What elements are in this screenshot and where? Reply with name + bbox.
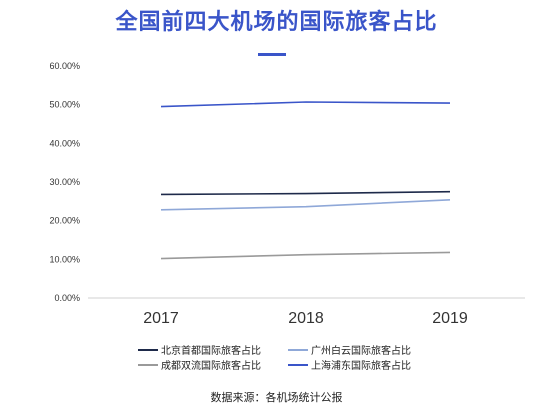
legend-swatch-guangzhou bbox=[288, 348, 308, 351]
legend-swatch-chengdu bbox=[138, 363, 158, 366]
legend-item-chengdu: 成都双流国际旅客占比 bbox=[138, 357, 261, 372]
series-line-0 bbox=[160, 190, 451, 196]
y-tick-label: 10.00% bbox=[49, 254, 80, 264]
legend-label-shanghai: 上海浦东国际旅客占比 bbox=[311, 361, 411, 372]
legend-label-guangzhou: 广州白云国际旅客占比 bbox=[311, 346, 411, 357]
series-line-1 bbox=[160, 199, 451, 211]
chart-title: 全国前四大机场的国际旅客占比 bbox=[115, 10, 438, 35]
y-tick-label: 40.00% bbox=[49, 138, 80, 148]
series-lines bbox=[160, 101, 451, 260]
legend-swatch-beijing bbox=[138, 348, 158, 351]
legend-item-beijing: 北京首都国际旅客占比 bbox=[138, 342, 261, 357]
x-tick-label: 2019 bbox=[432, 310, 468, 327]
y-tick-label: 30.00% bbox=[49, 177, 80, 187]
y-axis-ticks: 0.00% 10.00% 20.00% 30.00% 40.00% 50.00% 60.00… bbox=[49, 61, 80, 303]
title-underline bbox=[258, 53, 286, 56]
y-tick-label: 50.00% bbox=[49, 100, 80, 110]
y-tick-label: 20.00% bbox=[49, 216, 80, 226]
legend-item-guangzhou: 广州白云国际旅客占比 bbox=[288, 342, 411, 357]
legend-label-chengdu: 成都双流国际旅客占比 bbox=[161, 361, 261, 372]
x-tick-label: 2018 bbox=[288, 310, 324, 327]
legend-item-shanghai: 上海浦东国际旅客占比 bbox=[288, 357, 411, 372]
data-source-note: 数据来源：各机场统计公报 bbox=[210, 391, 343, 404]
legend-label-beijing: 北京首都国际旅客占比 bbox=[161, 346, 261, 357]
y-tick-label: 0.00% bbox=[54, 293, 80, 303]
series-line-3 bbox=[160, 101, 451, 108]
series-line-2 bbox=[160, 251, 451, 260]
y-tick-label: 60.00% bbox=[49, 61, 80, 71]
legend-swatch-shanghai bbox=[288, 363, 308, 366]
x-tick-label: 2017 bbox=[143, 310, 179, 327]
x-axis-ticks: 2017 2018 2019 bbox=[143, 310, 468, 327]
